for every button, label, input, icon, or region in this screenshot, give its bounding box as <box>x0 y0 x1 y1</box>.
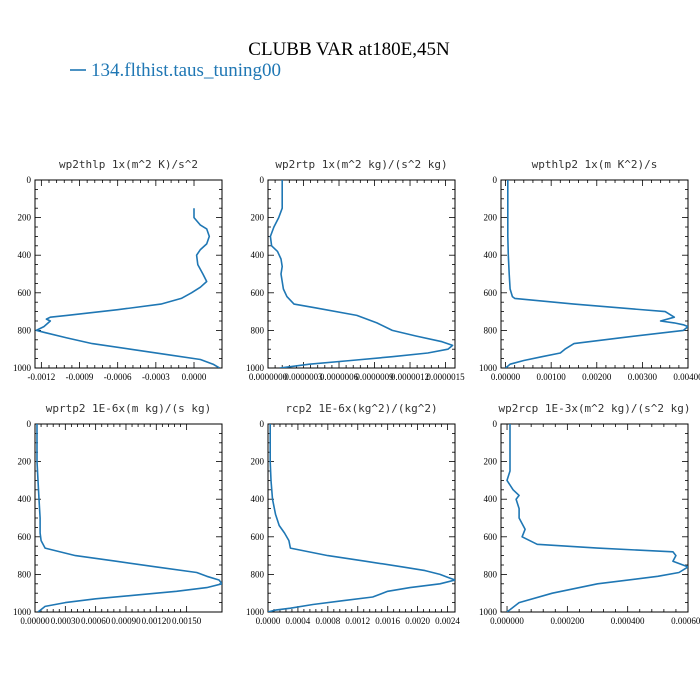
x-tick-label: 0.0000003 <box>284 372 323 382</box>
x-tick-label: 0.00300 <box>628 372 658 382</box>
y-tick-label: 1000 <box>246 363 265 373</box>
y-tick-label: 800 <box>251 325 265 335</box>
series-line <box>506 424 688 612</box>
y-tick-label: 1000 <box>479 363 498 373</box>
panel-title: rcp2 1E-6x(kg^2)/(kg^2) <box>285 402 437 415</box>
x-tick-label: 0.0000 <box>256 616 281 626</box>
y-tick-label: 600 <box>18 288 32 298</box>
x-tick-label: 0.00200 <box>582 372 612 382</box>
y-tick-label: 200 <box>251 457 265 467</box>
y-tick-label: 600 <box>484 532 498 542</box>
x-tick-label: 0.0000 <box>182 372 207 382</box>
x-tick-label: -0.0009 <box>66 372 94 382</box>
y-tick-label: 400 <box>484 250 498 260</box>
plot-frame <box>500 179 689 369</box>
y-tick-label: 600 <box>484 288 498 298</box>
panel-title: wp2rcp 1E-3x(m^2 kg)/(s^2 kg) <box>498 402 690 415</box>
x-tick-label: -0.0012 <box>27 372 55 382</box>
x-tick-label: 0.00400 <box>673 372 700 382</box>
series-line <box>35 208 220 368</box>
y-tick-label: 800 <box>251 569 265 579</box>
y-tick-label: 200 <box>251 213 265 223</box>
y-tick-label: 600 <box>251 288 265 298</box>
panel-title: wp2thlp 1x(m^2 K)/s^2 <box>59 158 198 171</box>
x-tick-label: 0.0020 <box>405 616 430 626</box>
y-tick-label: 0 <box>27 175 32 185</box>
y-tick-label: 600 <box>251 532 265 542</box>
y-tick-label: 400 <box>484 494 498 504</box>
y-tick-label: 400 <box>18 250 32 260</box>
plot-frame <box>267 423 456 613</box>
x-tick-label: 0.0016 <box>375 616 400 626</box>
x-tick-label: 0.000000 <box>490 616 524 626</box>
y-tick-label: 1000 <box>13 607 32 617</box>
x-tick-label: 0.0000006 <box>320 372 359 382</box>
series-line <box>268 424 455 612</box>
legend-label: 134.flthist.taus_tuning00 <box>91 60 281 81</box>
x-tick-label: 0.000400 <box>611 616 645 626</box>
x-tick-label: 0.0008 <box>315 616 340 626</box>
y-tick-label: 200 <box>484 213 498 223</box>
x-tick-label: 0.00100 <box>537 372 567 382</box>
x-tick-label: 0.00090 <box>111 616 141 626</box>
panel-3: wpthlp2 1x(m K^2)/s020040060080010000.00… <box>479 158 700 382</box>
plot-frame <box>34 423 223 613</box>
x-tick-label: 0.0000015 <box>426 372 465 382</box>
x-tick-label: -0.0006 <box>104 372 132 382</box>
y-tick-label: 800 <box>18 569 32 579</box>
x-tick-label: 0.00030 <box>51 616 81 626</box>
y-tick-label: 0 <box>260 419 265 429</box>
x-tick-label: 0.00000 <box>491 372 521 382</box>
y-tick-label: 0 <box>493 175 498 185</box>
y-tick-label: 200 <box>18 457 32 467</box>
series-line <box>505 180 688 368</box>
panel-2: wp2rtp 1x(m^2 kg)/(s^2 kg) 0 200 400 600 800 1… <box>246 158 465 382</box>
x-tick-label: 0.00000 <box>20 616 50 626</box>
y-tick-label: 0 <box>260 175 265 185</box>
series-line <box>36 424 222 612</box>
panel-title: wp2rtp 1x(m^2 kg)/(s^2 kg) <box>275 158 447 171</box>
y-tick-label: 200 <box>18 213 32 223</box>
x-tick-label: 0.0000012 <box>391 372 429 382</box>
panel-title: wpthlp2 1x(m K^2)/s <box>532 158 658 171</box>
x-tick-label: 0.0024 <box>435 616 460 626</box>
y-tick-label: 400 <box>251 494 265 504</box>
plot-frame <box>267 179 456 369</box>
panel-4: wprtp2 1E-6x(m kg)/(s kg) 0 200 400 600 800 10… <box>13 402 223 626</box>
x-tick-label: 0.000200 <box>550 616 584 626</box>
x-tick-label: 0.00120 <box>142 616 172 626</box>
y-tick-label: 600 <box>18 532 32 542</box>
panel-1: wp2thlp 1x(m^2 K)/s^202004006008001000-0… <box>13 158 223 382</box>
panel-6: wp2rcp 1E-3x(m^2 kg)/(s^2 kg)0 200 400 600 8… <box>479 402 700 626</box>
x-tick-label: 0.0012 <box>345 616 370 626</box>
x-tick-label: 0.0000009 <box>355 372 394 382</box>
y-tick-label: 400 <box>18 494 32 504</box>
x-tick-label: 0.0004 <box>286 616 311 626</box>
panel-5: rcp2 1E-6x(kg^2)/(kg^2) 0 200 400 600 800 1000… <box>246 402 460 626</box>
series-line <box>269 180 454 368</box>
y-tick-label: 1000 <box>479 607 498 617</box>
y-tick-label: 800 <box>18 325 32 335</box>
y-tick-label: 1000 <box>13 363 32 373</box>
y-tick-label: 200 <box>484 457 498 467</box>
panel-title: wprtp2 1E-6x(m kg)/(s kg) <box>46 402 212 415</box>
y-tick-label: 0 <box>27 419 32 429</box>
x-tick-label: 0.0000000 <box>249 372 288 382</box>
y-tick-label: 800 <box>484 569 498 579</box>
x-tick-label: 0.00150 <box>172 616 202 626</box>
y-tick-label: 400 <box>251 250 265 260</box>
x-tick-label: -0.0003 <box>142 372 170 382</box>
figure-title: CLUBB VAR at180E,45N <box>248 39 450 60</box>
y-tick-label: 1000 <box>246 607 265 617</box>
x-tick-label: 0.00060 <box>81 616 111 626</box>
y-tick-label: 800 <box>484 325 498 335</box>
panels: wp2thlp 1x(m^2 K)/s^202004006008001000-0… <box>13 158 700 626</box>
y-tick-label: 0 <box>493 419 498 429</box>
